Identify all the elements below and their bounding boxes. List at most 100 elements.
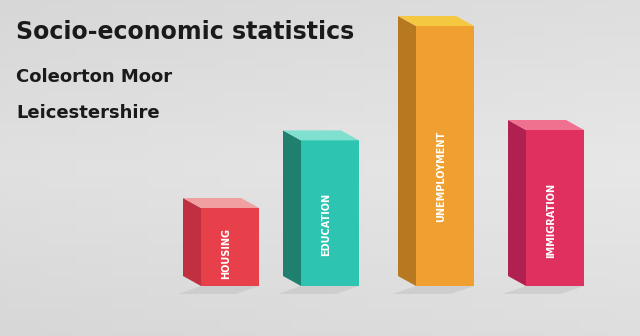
Bar xyxy=(96,0,99,336)
Bar xyxy=(410,0,413,336)
Bar xyxy=(0,227,640,228)
Bar xyxy=(490,0,493,336)
Polygon shape xyxy=(416,26,474,286)
Bar xyxy=(480,0,483,336)
Bar xyxy=(0,318,640,319)
Bar xyxy=(125,0,128,336)
Bar xyxy=(0,18,640,20)
Text: Leicestershire: Leicestershire xyxy=(16,104,159,122)
Bar xyxy=(0,66,640,67)
Bar xyxy=(0,296,640,297)
Bar xyxy=(467,0,470,336)
Bar xyxy=(630,0,634,336)
Bar xyxy=(256,0,259,336)
Bar xyxy=(166,0,170,336)
Bar xyxy=(374,0,378,336)
Bar xyxy=(64,0,67,336)
Bar xyxy=(371,0,374,336)
Bar xyxy=(0,286,640,287)
Bar xyxy=(0,50,640,52)
Bar xyxy=(282,0,285,336)
Bar xyxy=(0,2,640,3)
Bar xyxy=(637,0,640,336)
Bar xyxy=(0,323,640,324)
Bar xyxy=(362,0,365,336)
Bar xyxy=(586,0,589,336)
Bar xyxy=(525,0,528,336)
Bar xyxy=(0,277,640,279)
Bar xyxy=(0,79,640,81)
Bar xyxy=(557,0,560,336)
Text: UNEMPLOYMENT: UNEMPLOYMENT xyxy=(436,131,446,222)
Bar xyxy=(0,37,640,39)
Bar xyxy=(368,0,371,336)
Bar xyxy=(320,0,323,336)
Bar xyxy=(0,190,640,192)
Bar xyxy=(35,0,38,336)
Bar xyxy=(6,0,10,336)
Bar xyxy=(0,287,640,289)
Bar xyxy=(291,0,294,336)
Bar xyxy=(323,0,326,336)
Bar xyxy=(0,160,640,161)
Bar xyxy=(0,119,640,121)
Bar xyxy=(512,0,515,336)
Bar xyxy=(598,0,602,336)
Bar xyxy=(0,144,640,146)
Bar xyxy=(416,0,419,336)
Bar xyxy=(109,0,112,336)
Bar xyxy=(0,225,640,227)
Bar xyxy=(0,176,640,178)
Bar xyxy=(0,151,640,153)
Bar xyxy=(0,255,640,257)
Bar xyxy=(102,0,106,336)
Polygon shape xyxy=(278,286,359,294)
Bar xyxy=(0,153,640,155)
Text: Coleorton Moor: Coleorton Moor xyxy=(16,68,172,86)
Bar xyxy=(0,156,640,158)
Bar xyxy=(150,0,154,336)
Bar xyxy=(0,259,640,260)
Bar xyxy=(0,289,640,291)
Bar xyxy=(0,321,640,323)
Bar xyxy=(0,178,640,180)
Bar xyxy=(0,17,640,18)
Bar xyxy=(0,158,640,160)
Bar xyxy=(128,0,131,336)
Bar xyxy=(486,0,490,336)
Bar xyxy=(0,319,640,321)
Bar xyxy=(0,316,640,318)
Bar xyxy=(438,0,442,336)
Bar xyxy=(0,67,640,69)
Bar xyxy=(224,0,227,336)
Bar xyxy=(0,279,640,281)
Polygon shape xyxy=(508,120,526,286)
Bar xyxy=(0,329,640,331)
Bar xyxy=(304,0,307,336)
Bar xyxy=(54,0,58,336)
Bar xyxy=(0,42,640,44)
Polygon shape xyxy=(526,130,584,286)
Bar xyxy=(445,0,448,336)
Bar xyxy=(90,0,93,336)
Polygon shape xyxy=(301,140,359,286)
Bar xyxy=(582,0,586,336)
Bar xyxy=(0,3,640,5)
Bar xyxy=(173,0,176,336)
Bar xyxy=(352,0,355,336)
Polygon shape xyxy=(183,198,201,286)
Bar xyxy=(118,0,122,336)
Bar xyxy=(0,155,640,156)
Bar xyxy=(579,0,582,336)
Bar xyxy=(0,126,640,128)
Bar xyxy=(608,0,611,336)
Bar xyxy=(189,0,192,336)
Bar xyxy=(58,0,61,336)
Bar xyxy=(61,0,64,336)
Bar xyxy=(0,20,640,22)
Bar xyxy=(442,0,445,336)
Bar xyxy=(448,0,451,336)
Bar xyxy=(0,143,640,144)
Bar xyxy=(0,47,640,49)
Bar xyxy=(0,108,640,109)
